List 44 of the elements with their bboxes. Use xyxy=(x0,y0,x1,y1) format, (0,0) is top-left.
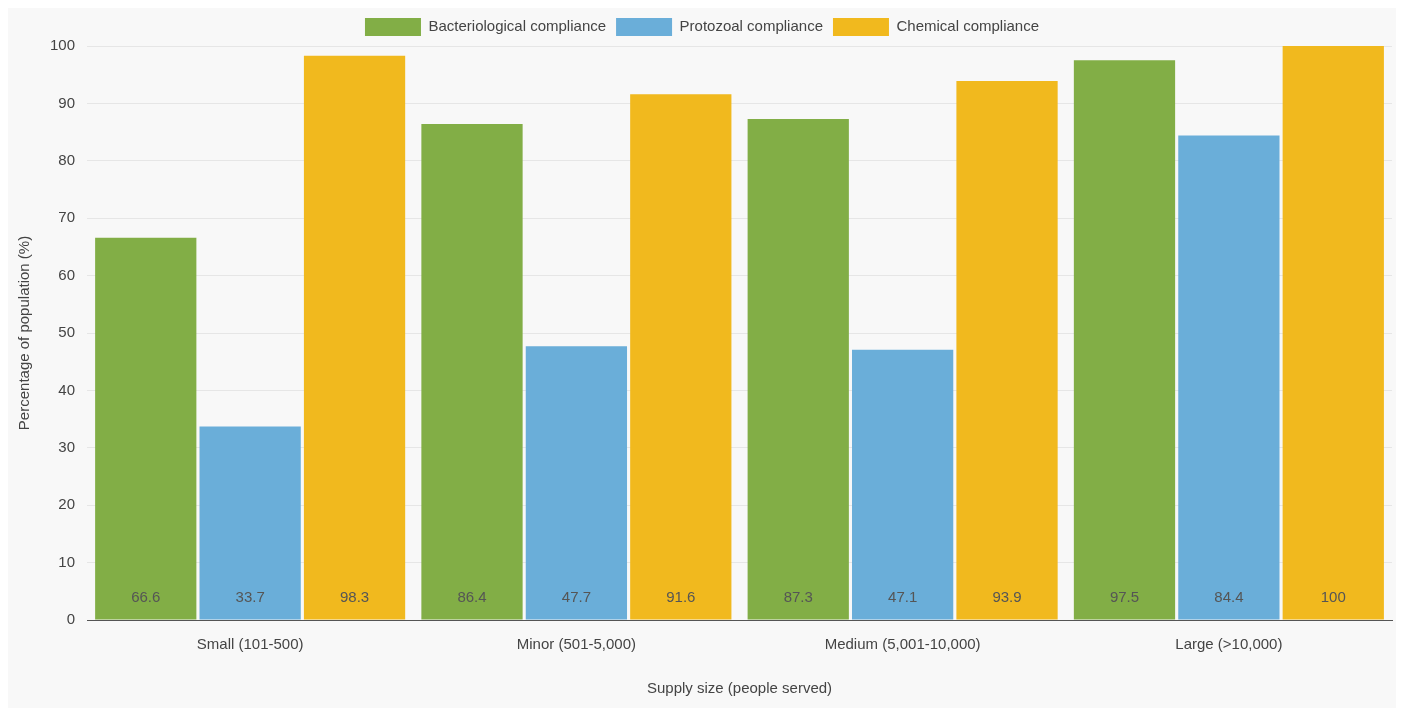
x-tick-label: Large (>10,000) xyxy=(1175,635,1283,653)
y-tick-label: 60 xyxy=(58,265,76,283)
data-label: 100 xyxy=(1320,587,1346,605)
bar xyxy=(630,94,732,620)
y-axis-title: Percentage of population (%) xyxy=(15,235,33,431)
bar xyxy=(852,349,954,620)
x-axis-title: Supply size (people served) xyxy=(646,679,833,697)
data-label: 86.4 xyxy=(457,587,487,605)
data-label: 66.6 xyxy=(131,587,161,605)
bar xyxy=(1178,135,1280,620)
data-label: 87.3 xyxy=(783,587,813,605)
legend-label: Bacteriological compliance xyxy=(428,17,607,35)
bar xyxy=(1073,60,1176,620)
y-tick-label: 70 xyxy=(58,208,76,226)
x-tick-label: Small (101-500) xyxy=(196,635,304,653)
bar xyxy=(199,426,301,620)
y-tick-label: 40 xyxy=(58,380,76,398)
y-tick-label: 10 xyxy=(58,552,76,570)
bar xyxy=(1282,46,1384,620)
x-tick-label: Minor (501-5,000) xyxy=(516,635,637,653)
bar xyxy=(303,55,406,620)
data-label: 47.1 xyxy=(888,587,918,605)
x-tick-label: Medium (5,001-10,000) xyxy=(824,635,981,653)
data-label: 91.6 xyxy=(666,587,696,605)
bar xyxy=(747,118,849,620)
data-label: 84.4 xyxy=(1214,587,1244,605)
bar xyxy=(421,124,523,620)
y-tick-label: 0 xyxy=(66,610,76,628)
bar xyxy=(525,346,628,620)
bar xyxy=(956,81,1058,620)
y-tick-label: 90 xyxy=(58,93,76,111)
legend-label: Chemical compliance xyxy=(896,17,1040,35)
y-tick-label: 80 xyxy=(58,150,76,168)
bar xyxy=(95,237,197,620)
data-label: 33.7 xyxy=(235,587,265,605)
y-tick-label: 100 xyxy=(50,36,76,54)
data-label: 93.9 xyxy=(992,587,1022,605)
data-label: 98.3 xyxy=(339,587,370,605)
y-tick-label: 30 xyxy=(58,437,76,455)
legend-label: Protozoal compliance xyxy=(679,17,823,35)
y-tick-label: 50 xyxy=(58,323,76,341)
data-label: 97.5 xyxy=(1109,587,1140,605)
data-label: 47.7 xyxy=(561,587,591,605)
y-tick-label: 20 xyxy=(58,495,76,513)
